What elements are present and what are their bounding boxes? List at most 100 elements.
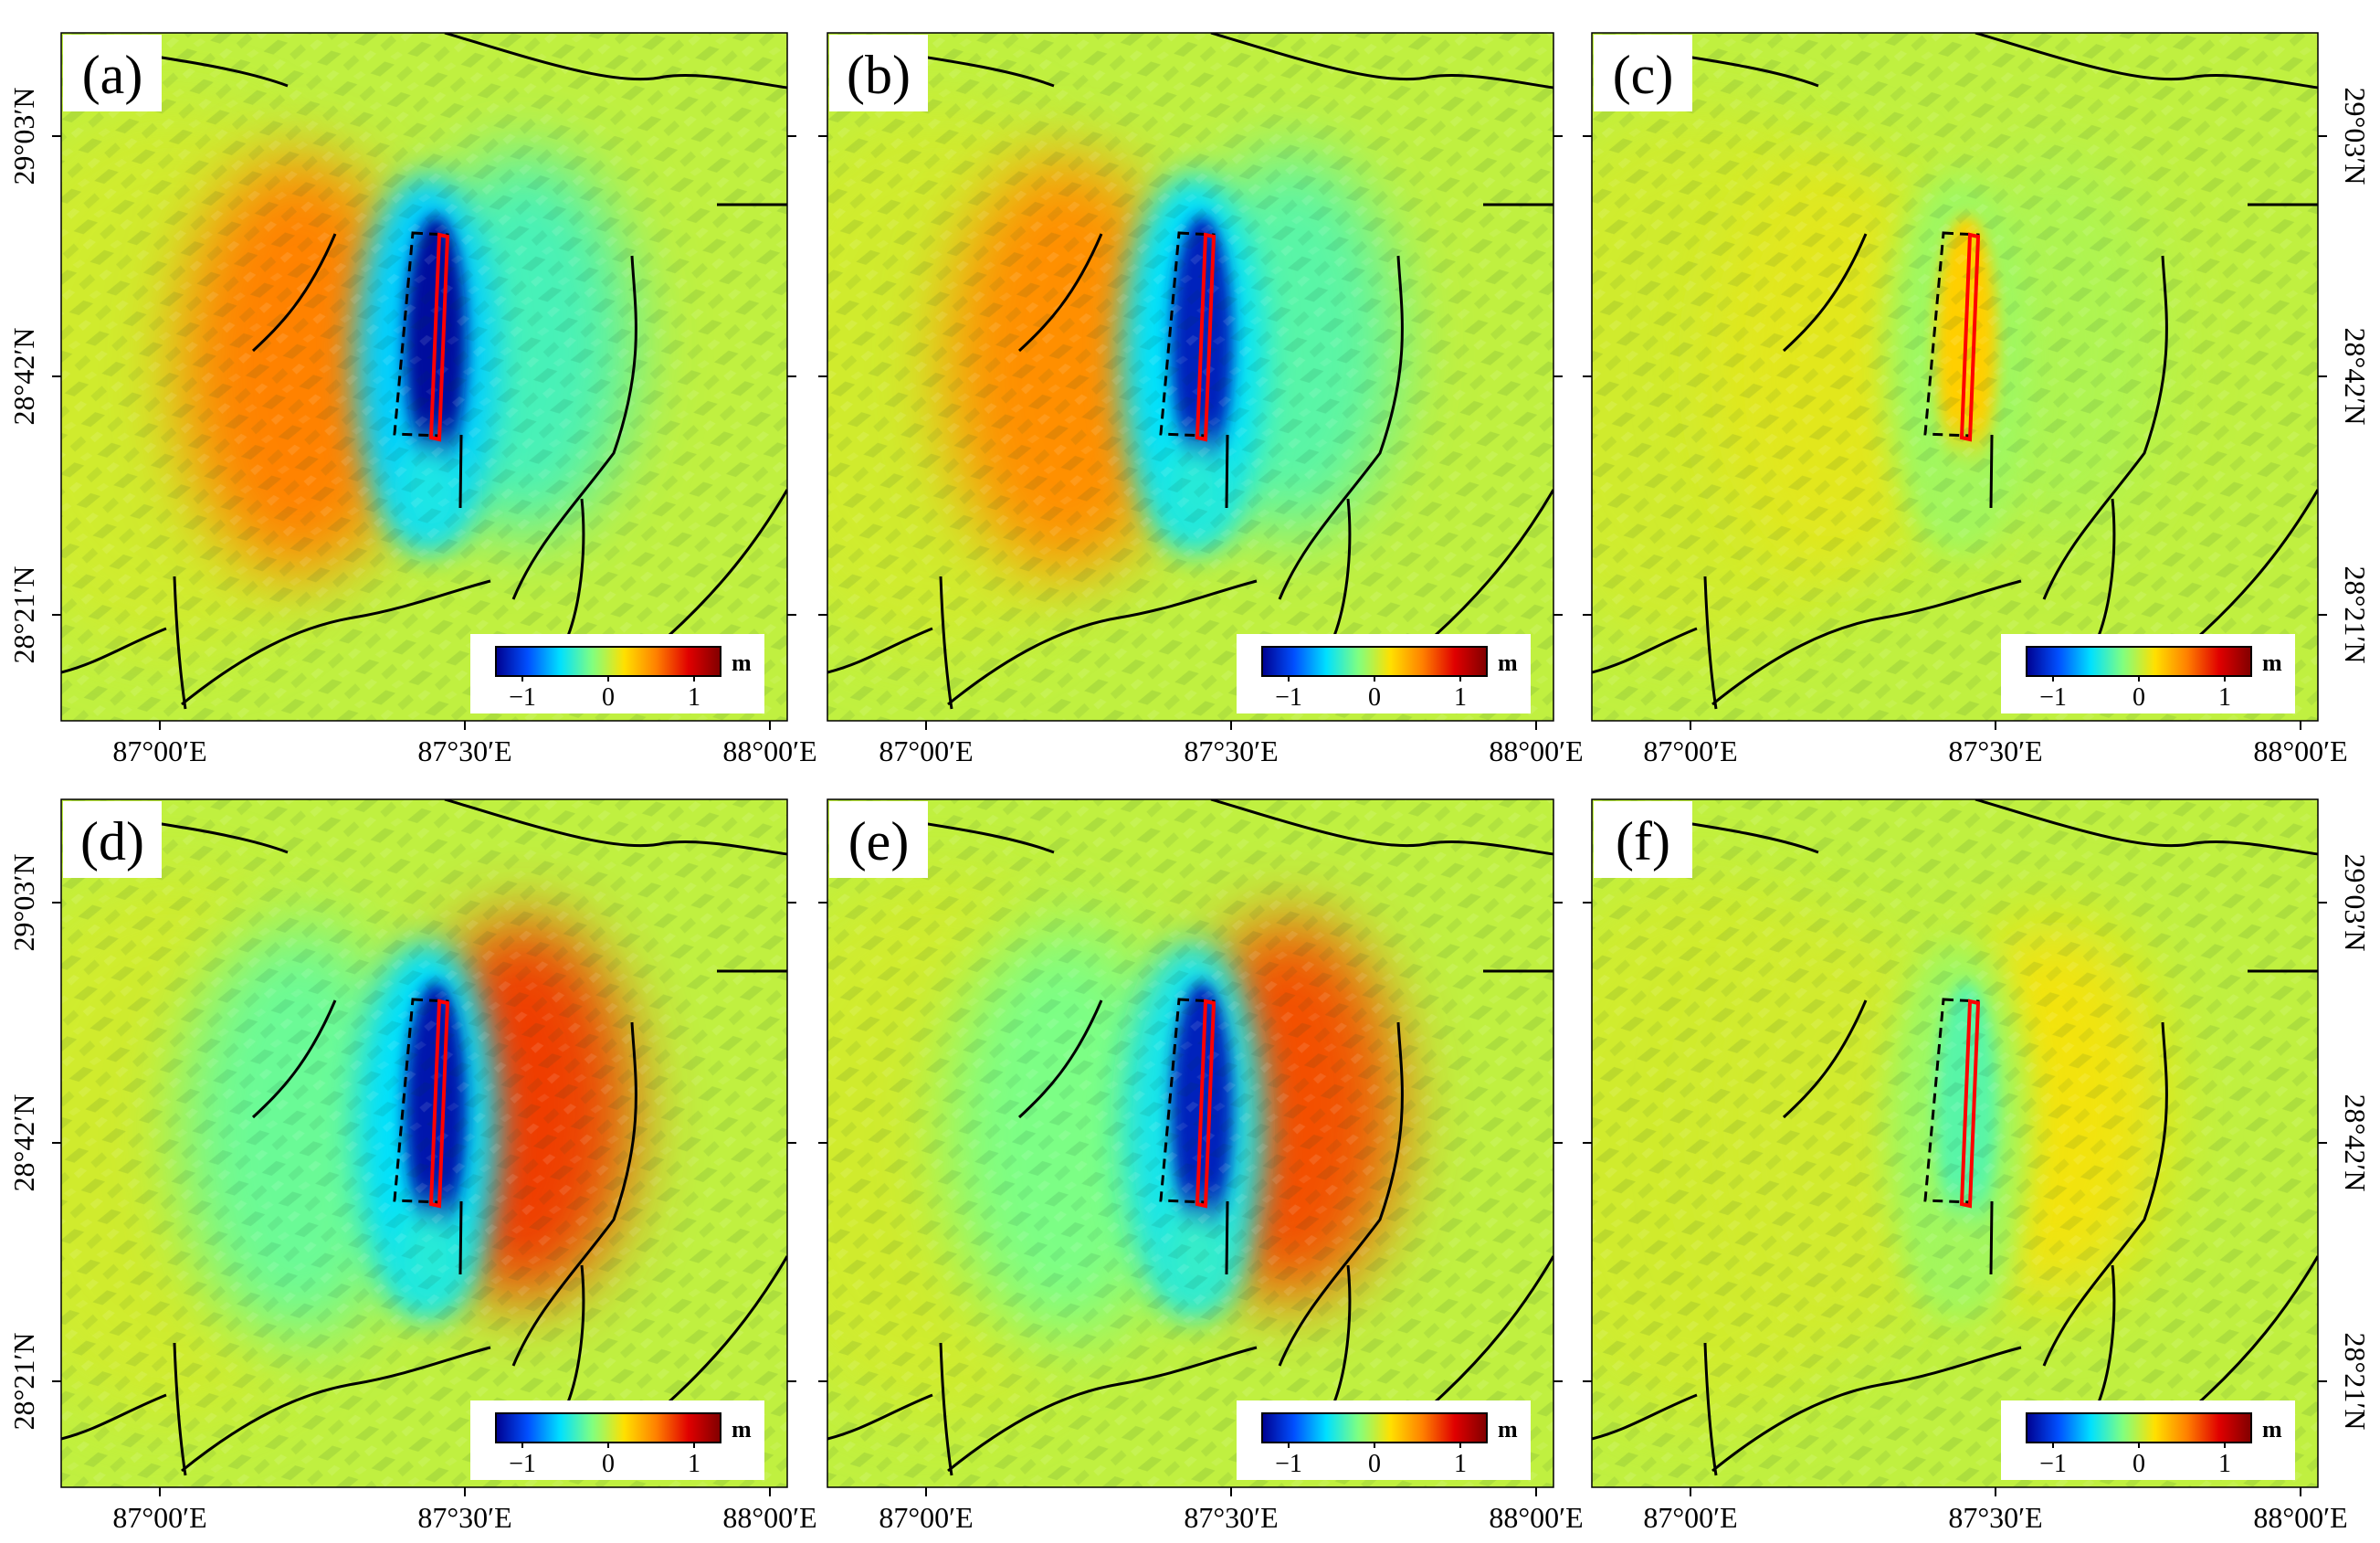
hillshade-texture: [61, 799, 787, 1487]
colorbar-tick-label: 1: [2218, 683, 2231, 712]
panel-label-box: [63, 801, 162, 878]
y-tick-label: 29°03′N: [2339, 854, 2372, 952]
panel-label: (c): [1613, 45, 1674, 105]
fault-line: [939, 576, 953, 710]
y-tick-label: 28°21′N: [2339, 566, 2372, 664]
y-tick-label: 28°42′N: [2339, 328, 2372, 426]
x-tick-label: 87°00′E: [1643, 1501, 1737, 1534]
hillshade-texture: [61, 33, 787, 721]
colorbar-unit: m: [732, 650, 752, 676]
fault-line: [667, 489, 787, 638]
rupture-trace: [1959, 232, 1981, 442]
map-panel-b: (b) m −1 0 1 87°00′E 87°30′E 88°00′E: [818, 32, 1584, 767]
fault-line: [1975, 799, 2318, 856]
x-tick-label: 88°00′E: [2253, 735, 2347, 767]
fault-line: [444, 799, 787, 856]
fault-line: [1332, 1264, 1352, 1403]
fault-line: [1017, 233, 1103, 353]
fault-line: [458, 434, 463, 509]
rupture-trace: [1959, 999, 1981, 1209]
fault-line: [61, 1393, 167, 1441]
fault-line: [1433, 489, 1553, 638]
fault-line: [1433, 1255, 1553, 1404]
colorbar-tick-label: −1: [1275, 683, 1302, 712]
y-tick-label: 29°03′N: [2339, 88, 2372, 185]
colorbar-ramp: [1261, 1412, 1488, 1443]
rupture-trace: [1195, 232, 1216, 442]
colorbar-tick-label: 1: [688, 683, 700, 712]
rupture-trace: [1195, 999, 1216, 1209]
colorbar-ramp: [1261, 646, 1488, 677]
x-tick-label: 87°30′E: [1948, 735, 2042, 767]
panel-label-box: [829, 801, 928, 878]
fault-line: [1711, 1346, 2022, 1473]
colorbar-tick-label: 0: [602, 1450, 615, 1478]
y-tick-label: 28°42′N: [7, 328, 40, 426]
y-tick-label: 28°42′N: [7, 1094, 40, 1192]
y-tick-label: 29°03′N: [7, 88, 40, 185]
colorbar: m −1 0 1: [470, 634, 764, 713]
x-tick-label: 87°00′E: [1643, 735, 1737, 767]
panel-label: (e): [848, 811, 910, 872]
fault-line: [1711, 579, 2022, 706]
hillshade-texture: [827, 33, 1553, 721]
x-tick-label: 87°30′E: [1948, 1501, 2042, 1534]
panel-label-box: [829, 35, 928, 111]
fault-line: [1782, 999, 1868, 1119]
colorbar-tick-label: 1: [2218, 1450, 2231, 1478]
x-tick-label: 88°00′E: [2253, 1501, 2347, 1534]
map-panel-f: (f) m −1 0 1 87°00′E 87°30′E 88°00′E 29°03′N 28°4…: [1583, 798, 2372, 1534]
fault-line: [667, 1255, 787, 1404]
x-tick-label: 88°00′E: [722, 735, 816, 767]
colorbar-tick-label: 1: [688, 1450, 700, 1478]
colorbar: m −1 0 1: [470, 1400, 764, 1480]
x-tick-label: 87°30′E: [1184, 735, 1278, 767]
panel-label-box: [63, 35, 162, 111]
rupture-trace: [428, 999, 450, 1209]
x-tick-label: 87°30′E: [417, 1501, 511, 1534]
x-tick-label: 87°00′E: [879, 735, 973, 767]
x-tick-label: 87°30′E: [417, 735, 511, 767]
fault-line: [2197, 1255, 2318, 1404]
hillshade-texture: [1592, 33, 2318, 721]
fault-line: [511, 1021, 637, 1367]
colorbar: m −1 0 1: [2001, 1400, 2295, 1480]
y-tick-label: 28°21′N: [7, 1333, 40, 1431]
fault-line: [181, 1346, 491, 1473]
panel-label: (b): [847, 45, 911, 105]
colorbar: m −1 0 1: [1237, 1400, 1531, 1480]
fault-line: [173, 576, 187, 710]
colorbar-tick-label: 0: [1368, 683, 1381, 712]
y-tick-label: 28°21′N: [2339, 1333, 2372, 1431]
colorbar: m −1 0 1: [2001, 634, 2295, 713]
colorbar-tick-label: 0: [2133, 1450, 2145, 1478]
fault-line: [251, 999, 337, 1119]
y-tick-label: 28°42′N: [2339, 1094, 2372, 1192]
x-tick-label: 87°30′E: [1184, 1501, 1278, 1534]
fault-line: [1782, 233, 1868, 353]
fault-line: [2097, 1264, 2116, 1403]
fault-line: [173, 1342, 187, 1476]
panel-label-box: [1594, 35, 1692, 111]
colorbar-tick-label: −1: [509, 683, 536, 712]
fault-line: [947, 1346, 1258, 1473]
x-tick-label: 87°00′E: [879, 1501, 973, 1534]
colorbar-ramp: [495, 1412, 721, 1443]
colorbar-unit: m: [2262, 1416, 2282, 1443]
colorbar-ramp: [2026, 1412, 2252, 1443]
fault-line: [2042, 1021, 2168, 1367]
colorbar-ramp: [2026, 646, 2252, 677]
fault-line: [511, 255, 637, 600]
fault-line: [1703, 1342, 1718, 1476]
rupture-trace: [428, 232, 450, 442]
colorbar-tick-label: −1: [2039, 1450, 2067, 1478]
colorbar-tick-label: 0: [2133, 683, 2145, 712]
fault-line: [939, 1342, 953, 1476]
map-panel-a: (a) m −1 0 1 87°00′E 87°30′E 88°00′E 29°03′N 28°4…: [7, 32, 817, 767]
map-panel-d: (d) m −1 0 1 87°00′E 87°30′E 88°00′E 29°03′N 28°4…: [7, 798, 817, 1534]
fault-line: [2097, 498, 2116, 637]
fault-line: [1703, 576, 1718, 710]
fault-line: [458, 1200, 463, 1275]
colorbar-unit: m: [2262, 650, 2282, 676]
